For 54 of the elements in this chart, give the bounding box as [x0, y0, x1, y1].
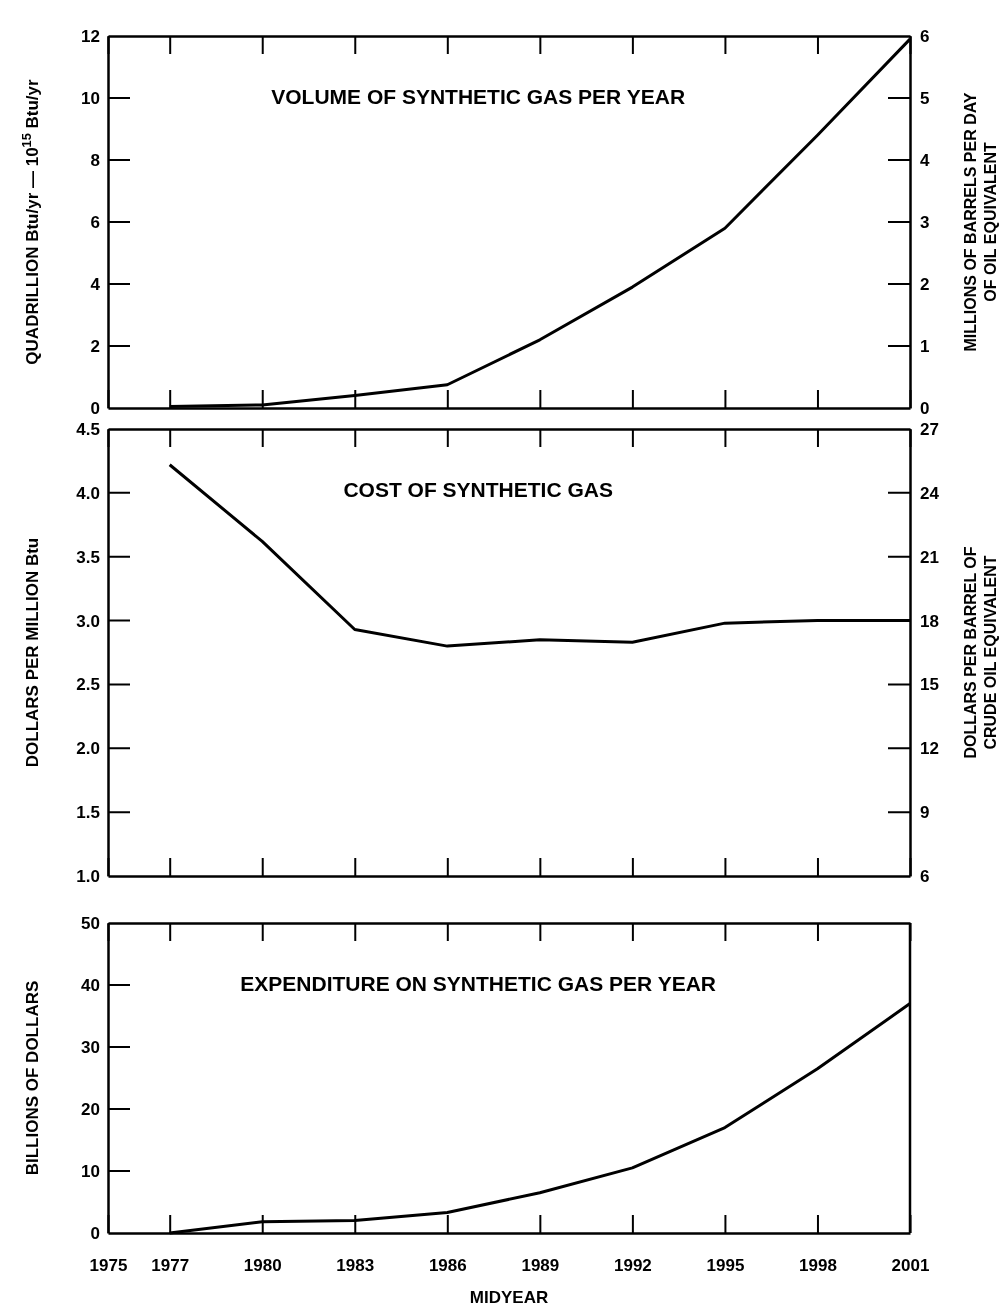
text: COST OF SYNTHETIC GAS — [343, 478, 613, 501]
y2-tick-label: 5 — [920, 88, 930, 108]
y-tick-label: 0 — [90, 1223, 100, 1243]
y2-tick-label: 4 — [920, 150, 930, 170]
y2-tick-label: 21 — [920, 547, 939, 567]
y-axis-title: DOLLARS PER MILLION Btu — [23, 537, 42, 768]
x-tick-label: 1980 — [243, 1256, 282, 1276]
y2-tick-label: 6 — [920, 26, 930, 46]
y2-axis-title: MILLIONS OF BARRELS PER DAY OF OIL EQUIVALENT — [962, 92, 999, 352]
x-tick-label: 1989 — [521, 1256, 560, 1276]
y2-tick-label: 12 — [920, 739, 939, 759]
y2-tick-label: 15 — [920, 675, 939, 695]
y-tick-label: 10 — [81, 88, 100, 108]
y-tick-label: 50 — [81, 913, 100, 933]
y-tick-label: 20 — [81, 1099, 100, 1119]
y2-tick-label: 18 — [920, 611, 939, 631]
y-tick-label: 1.0 — [76, 866, 100, 886]
y2-tick-label: 9 — [920, 803, 930, 823]
x-tick-label: 1986 — [428, 1256, 467, 1276]
y-tick-label: 4.5 — [76, 419, 100, 439]
x-tick-label: 1975 — [89, 1256, 128, 1276]
y-tick-label: 4.0 — [76, 483, 100, 503]
y-tick-label: 10 — [81, 1161, 100, 1181]
y2-tick-label: 24 — [920, 483, 940, 503]
y-tick-label: 6 — [90, 212, 100, 232]
y2-tick-label: 6 — [920, 866, 930, 886]
y-tick-label: 2.5 — [76, 675, 100, 695]
x-axis-title: MIDYEAR — [469, 1288, 549, 1307]
x-tick-label: 1998 — [799, 1256, 837, 1276]
text: EXPENDITURE ON SYNTHETIC GAS PER YEAR — [240, 972, 717, 995]
y-tick-label: 3.5 — [76, 547, 100, 567]
y-tick-label: 3.0 — [76, 611, 100, 631]
x-tick-label: 1977 — [151, 1256, 190, 1276]
y-tick-label: 0 — [90, 398, 100, 418]
y-tick-label: 2.0 — [76, 739, 100, 759]
x-tick-label: 1983 — [336, 1256, 375, 1276]
y2-tick-label: 27 — [920, 419, 939, 439]
y-tick-label: 8 — [90, 150, 100, 170]
y-tick-label: 1.5 — [76, 803, 100, 823]
y-tick-label: 30 — [81, 1037, 100, 1057]
x-tick-label: 1992 — [613, 1256, 652, 1276]
text: VOLUME OF SYNTHETIC GAS PER YEAR — [271, 85, 686, 108]
y2-axis-title: DOLLARS PER BARREL OF CRUDE OIL EQUIVALENT — [962, 546, 999, 759]
x-tick-label: 2001 — [891, 1256, 930, 1276]
y-tick-label: 12 — [81, 26, 100, 46]
y-axis-title: BILLIONS OF DOLLARS — [23, 980, 42, 1176]
y2-tick-label: 1 — [920, 336, 930, 356]
y2-tick-label: 0 — [920, 398, 930, 418]
x-tick-label: 1995 — [706, 1256, 745, 1276]
y-tick-label: 4 — [90, 274, 101, 294]
y-tick-label: 2 — [90, 336, 100, 356]
y2-tick-label: 3 — [920, 212, 930, 232]
y2-tick-label: 2 — [920, 274, 930, 294]
y-tick-label: 40 — [81, 975, 100, 995]
